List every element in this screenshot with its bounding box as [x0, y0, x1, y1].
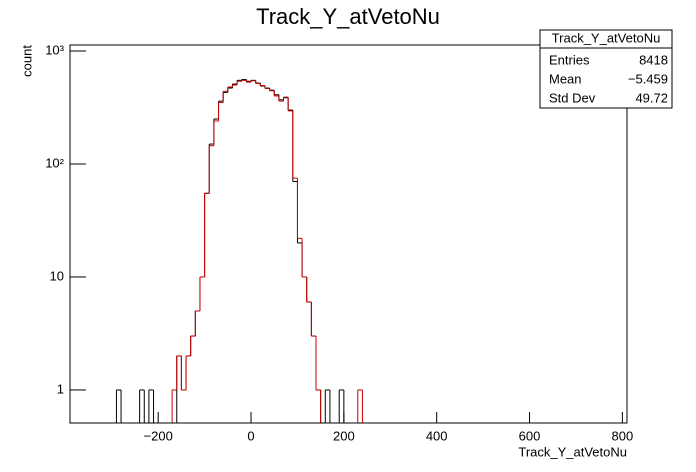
y-tick-label: 1: [57, 381, 64, 396]
stats-box: [539, 29, 673, 109]
x-tick-label: 0: [247, 428, 254, 443]
stats-key: Entries: [549, 52, 590, 67]
x-axis-label: Track_Y_atVetoNu: [518, 444, 627, 459]
y-tick-label: 10: [50, 268, 64, 283]
y-tick-label: 10³: [45, 42, 64, 57]
y-tick-label: 10²: [45, 155, 64, 170]
plot-frame: [69, 44, 628, 424]
stats-value: −5.459: [628, 71, 668, 86]
stats-value: 49.72: [635, 90, 668, 105]
chart-title: Track_Y_atVetoNu: [256, 4, 440, 29]
x-tick-label: 200: [333, 428, 355, 443]
y-axis-label: count: [19, 45, 34, 77]
stats-value: 8418: [639, 52, 668, 67]
x-tick-label: 400: [426, 428, 448, 443]
stats-title: Track_Y_atVetoNu: [552, 30, 661, 45]
stats-key: Mean: [549, 71, 582, 86]
x-tick-label: 600: [519, 428, 541, 443]
x-tick-label: −200: [144, 428, 173, 443]
stats-key: Std Dev: [549, 90, 596, 105]
x-tick-label: 800: [612, 428, 634, 443]
